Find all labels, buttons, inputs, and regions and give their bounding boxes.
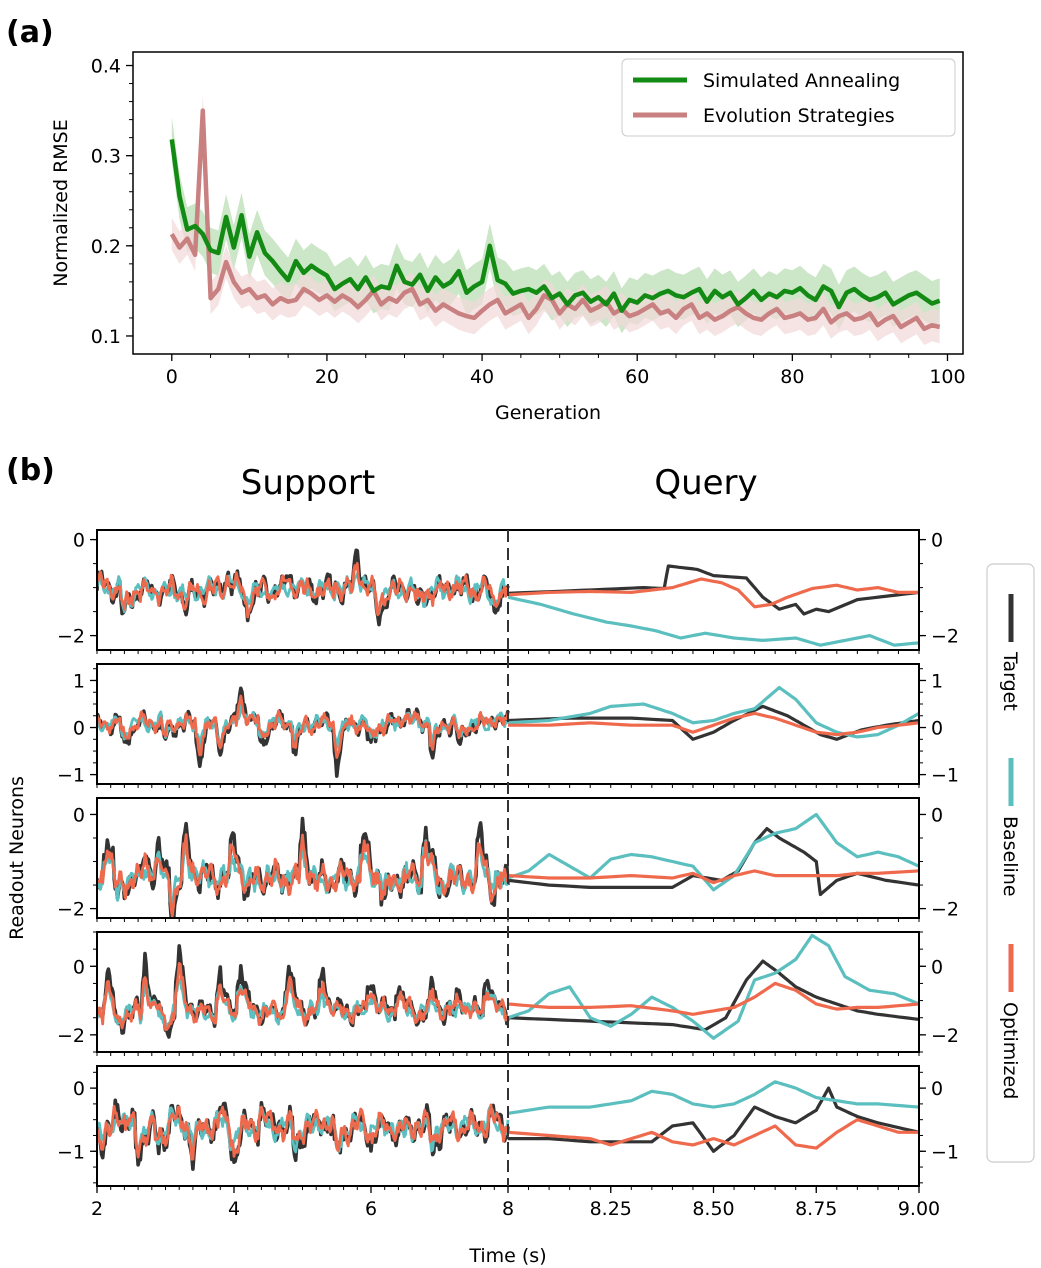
y-tick-label-left: −2 (57, 899, 85, 921)
readout-neurons-chart: Support Query 0 0 −2 −2 1 1 0 0 −1 −1 0 0 −2 −2 0 0 −2 −2… (6, 463, 1035, 1267)
x-tick-label: 8 (502, 1198, 514, 1220)
baseline-query-trace (507, 595, 919, 647)
y-tick-label-left: 0 (73, 804, 85, 826)
x-tick-label: 9.00 (898, 1198, 940, 1220)
target-support-trace (97, 816, 510, 918)
baseline-query-trace (507, 1080, 919, 1115)
legend-label-optimized: Optimized (999, 1002, 1021, 1099)
y-tick-label-left: −2 (57, 1025, 85, 1047)
legend-label-baseline: Baseline (999, 816, 1021, 897)
readout-legend: Target Baseline Optimized (986, 563, 1035, 1163)
baseline-query-trace (507, 812, 919, 892)
optimized-query-trace (507, 1118, 919, 1150)
x-tick-label: 100 (929, 366, 965, 388)
neuron-traces (97, 1080, 919, 1171)
y-tick-label-right: −1 (931, 1141, 959, 1163)
x-tick-label: 60 (625, 366, 649, 388)
panel-b-label: (b) (6, 453, 55, 488)
optimized-query-trace (507, 981, 919, 1016)
optimized-support-trace (97, 833, 510, 918)
rmse-y-axis-label: Normalized RMSE (50, 119, 72, 286)
rmse-chart: 0 20 40 60 80 100 0.1 0.2 0.3 0.4 Generation Nor… (50, 51, 966, 424)
baseline-support-trace (97, 839, 510, 911)
rmse-plot-frame (132, 51, 964, 355)
y-tick-label-left: 0 (73, 718, 85, 740)
legend-label-evolution-strategies: Evolution Strategies (703, 105, 895, 127)
y-tick-label-right: 0 (931, 1078, 943, 1100)
optimized-support-trace (97, 562, 509, 619)
rmse-legend: Simulated Annealing Evolution Strategies (621, 58, 956, 137)
y-tick-label: 0.2 (91, 236, 121, 258)
rmse-legend-box (621, 58, 956, 137)
time-x-ticks: 2 4 6 8 8.25 8.50 8.75 9.00 (91, 1186, 940, 1220)
rmse-y-ticks: 0.1 0.2 0.3 0.4 (91, 56, 133, 348)
y-tick-label-right: 0 (931, 530, 943, 552)
evolution-strategies-line (169, 108, 941, 332)
rmse-x-ticks: 0 20 40 60 80 100 (166, 354, 966, 388)
y-tick-label-right: −2 (931, 1025, 959, 1047)
optimized-support-trace (97, 962, 510, 1032)
neuron-subplot: 1 1 0 0 −1 −1 (57, 663, 959, 788)
simulated-annealing-line (169, 139, 941, 313)
y-tick-label-right: 0 (931, 804, 943, 826)
baseline-query-trace (507, 933, 919, 1040)
target-query-trace (507, 564, 919, 616)
y-tick-label-left: 1 (73, 670, 85, 692)
x-tick-label: 80 (780, 366, 804, 388)
x-tick-label: 8.25 (590, 1198, 632, 1220)
y-tick-label-right: 0 (931, 956, 943, 978)
x-tick-label: 40 (470, 366, 494, 388)
y-tick-label-right: 1 (931, 670, 943, 692)
y-tick-label-right: −2 (931, 626, 959, 648)
x-tick-label: 8.50 (692, 1198, 734, 1220)
y-tick-label-left: −2 (57, 626, 85, 648)
neuron-subplot: 0 0 −2 −2 (57, 931, 959, 1056)
optimized-support-trace (97, 1103, 510, 1161)
y-tick-label-left: 0 (73, 1078, 85, 1100)
neuron-traces (97, 933, 919, 1040)
neuron-traces (97, 548, 919, 647)
optimized-support-trace (97, 694, 510, 759)
y-tick-label-right: 0 (931, 718, 943, 740)
y-tick-label-left: 0 (73, 530, 85, 552)
x-tick-label: 4 (228, 1198, 240, 1220)
y-tick-label-right: −1 (931, 765, 959, 787)
query-column-title: Query (654, 463, 757, 503)
x-tick-label: 20 (315, 366, 339, 388)
neuron-subplot: 0 0 −2 −2 (57, 797, 959, 922)
y-tick-label: 0.4 (91, 56, 121, 78)
readout-legend-box (986, 563, 1035, 1163)
target-query-trace (507, 826, 919, 897)
rmse-x-axis-label: Generation (495, 402, 601, 424)
optimized-query-trace (507, 577, 919, 609)
optimized-query-trace (508, 711, 919, 737)
y-tick-label-left: −1 (57, 765, 85, 787)
y-tick-label-left: 0 (73, 956, 85, 978)
x-tick-label: 0 (166, 366, 178, 388)
panel-a-label: (a) (6, 15, 54, 50)
y-tick-label: 0.1 (91, 326, 121, 348)
time-x-axis-label: Time (s) (468, 1245, 546, 1267)
readout-y-axis-label: Readout Neurons (6, 776, 28, 940)
x-tick-label: 2 (91, 1198, 103, 1220)
optimized-query-trace (507, 869, 919, 885)
baseline-query-trace (507, 685, 919, 739)
target-support-trace (97, 944, 510, 1039)
y-tick-label: 0.3 (91, 146, 121, 168)
x-tick-label: 8.75 (795, 1198, 837, 1220)
neuron-traces (97, 685, 919, 778)
legend-label-target: Target (999, 651, 1021, 711)
rmse-series-lines (169, 108, 941, 332)
neuron-traces (97, 812, 919, 918)
support-column-title: Support (241, 463, 375, 503)
y-tick-label-right: −2 (931, 899, 959, 921)
target-query-trace (507, 959, 919, 1032)
legend-label-simulated-annealing: Simulated Annealing (703, 70, 900, 92)
x-tick-label: 6 (365, 1198, 377, 1220)
y-tick-label-left: −1 (57, 1141, 85, 1163)
